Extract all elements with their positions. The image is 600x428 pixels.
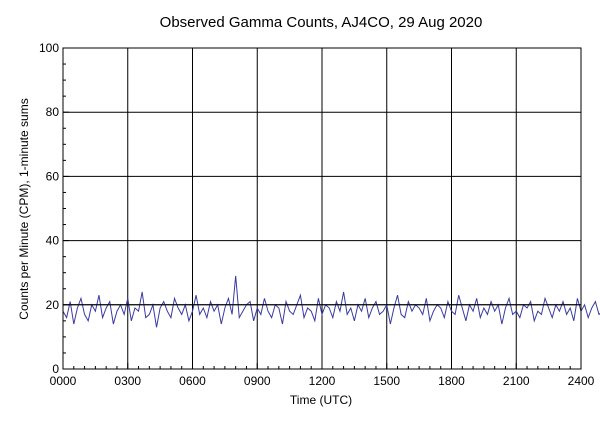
y-tick-label: 100 [39, 41, 59, 55]
x-tick-label: 1800 [438, 374, 465, 388]
x-axis: 0000 0300 0600 0900 1200 1500 1800 2100 2400 [50, 363, 595, 388]
y-tick-label: 40 [46, 234, 60, 248]
x-tick-label: 0300 [114, 374, 141, 388]
chart-title: Observed Gamma Counts, AJ4CO, 29 Aug 202… [160, 14, 483, 31]
x-tick-label: 0900 [244, 374, 271, 388]
x-tick-label: 2400 [568, 374, 595, 388]
x-tick-label: 1500 [373, 374, 400, 388]
y-tick-label: 20 [46, 298, 60, 312]
y-axis: 0 20 40 60 80 100 [39, 41, 69, 376]
y-axis-label: Counts per Minute (CPM), 1-minute sums [17, 98, 31, 319]
x-tick-label: 0600 [179, 374, 206, 388]
x-tick-label: 2100 [503, 374, 530, 388]
y-tick-label: 0 [52, 362, 59, 376]
series-line [62, 275, 600, 328]
y-tick-label: 60 [46, 169, 60, 183]
y-tick-label: 80 [46, 105, 60, 119]
x-tick-label: 1200 [309, 374, 336, 388]
x-tick-label: 0000 [50, 374, 77, 388]
x-axis-label: Time (UTC) [290, 393, 352, 407]
